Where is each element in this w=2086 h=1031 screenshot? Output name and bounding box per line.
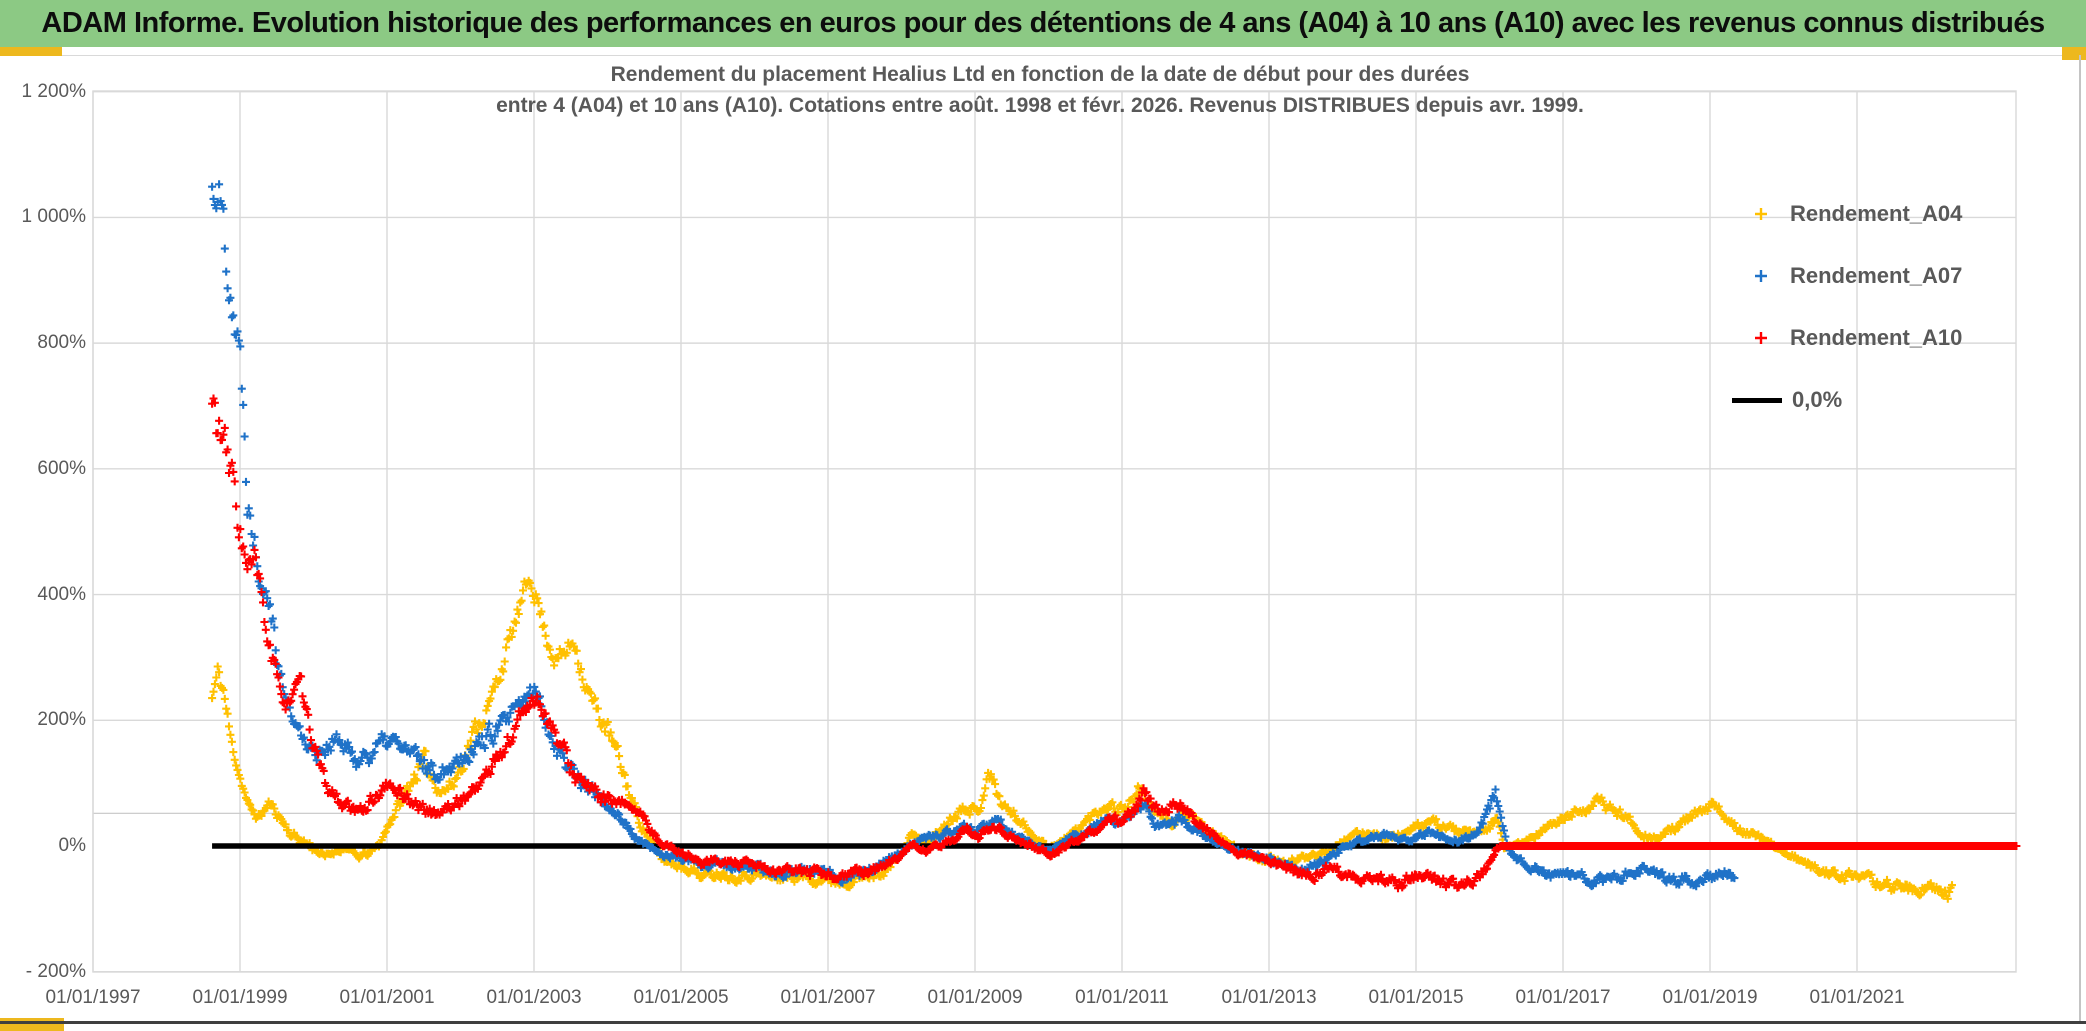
x-axis-label: 01/01/2005 xyxy=(633,987,729,1008)
y-axis-label: 1 000% xyxy=(21,206,86,228)
x-axis-label: 01/01/2021 xyxy=(1809,987,1905,1008)
y-axis-label: 600% xyxy=(37,457,86,479)
panel-right-border xyxy=(2079,55,2081,1021)
legend-label: Rendement_A04 xyxy=(1790,201,1963,226)
chart-title-line1: Rendement du placement Healius Ltd en fo… xyxy=(610,63,1470,86)
x-axis-label: 01/01/2007 xyxy=(780,987,876,1008)
x-axis-label: 01/01/2011 xyxy=(1075,987,1169,1008)
gold-accent-left xyxy=(0,47,62,56)
y-axis-label: 400% xyxy=(37,583,86,605)
x-axis-label: 01/01/1997 xyxy=(45,987,141,1008)
legend-item[interactable]: Rendement_A10 xyxy=(1732,307,2032,369)
plot-border xyxy=(92,90,2017,973)
legend-label: Rendement_A10 xyxy=(1790,325,1963,350)
legend-item[interactable]: 0,0% xyxy=(1732,369,2032,431)
chart-title: Rendement du placement Healius Ltd en fo… xyxy=(250,59,1830,121)
y-axis-label: 200% xyxy=(37,709,86,731)
legend-label: 0,0% xyxy=(1792,387,1843,412)
plus-marker-icon xyxy=(1732,268,1790,284)
header-divider xyxy=(0,55,2086,56)
y-axis-label: 1 200% xyxy=(21,80,86,102)
legend-item[interactable]: Rendement_A04 xyxy=(1732,183,2032,245)
chart-legend: Rendement_A04 Rendement_A07 Rendement_A10 0… xyxy=(1732,183,2032,431)
x-axis-label: 01/01/2015 xyxy=(1368,987,1464,1008)
x-axis-label: 01/01/2009 xyxy=(927,987,1023,1008)
series-Rendement_A07[interactable] xyxy=(208,180,1739,891)
bottom-border-bar xyxy=(0,1021,2086,1024)
series-Rendement_A10[interactable] xyxy=(208,394,2021,893)
y-axis-label: - 200% xyxy=(25,960,86,982)
y-axis-label: 0% xyxy=(58,835,86,856)
plus-marker-icon xyxy=(1732,206,1790,222)
header-title: ADAM Informe. Evolution historique des p… xyxy=(41,7,2045,39)
legend-item[interactable]: Rendement_A07 xyxy=(1732,245,2032,307)
x-axis-label: 01/01/2013 xyxy=(1221,987,1317,1008)
plus-marker-icon xyxy=(1732,330,1790,346)
x-axis-label: 01/01/2017 xyxy=(1515,987,1611,1008)
x-axis-label: 01/01/2003 xyxy=(486,987,582,1008)
series-Rendement_A04[interactable] xyxy=(208,576,1956,903)
x-axis-label: 01/01/2019 xyxy=(1662,987,1758,1008)
x-axis-label: 01/01/2001 xyxy=(339,987,435,1008)
chart-title-line2: entre 4 (A04) et 10 ans (A10). Cotations… xyxy=(496,94,1584,117)
legend-label: Rendement_A07 xyxy=(1790,263,1963,288)
x-axis-label: 01/01/1999 xyxy=(192,987,288,1008)
y-axis-label: 800% xyxy=(37,332,86,354)
zero-line-icon xyxy=(1732,397,1790,403)
header-bar: ADAM Informe. Evolution historique des p… xyxy=(0,0,2086,47)
